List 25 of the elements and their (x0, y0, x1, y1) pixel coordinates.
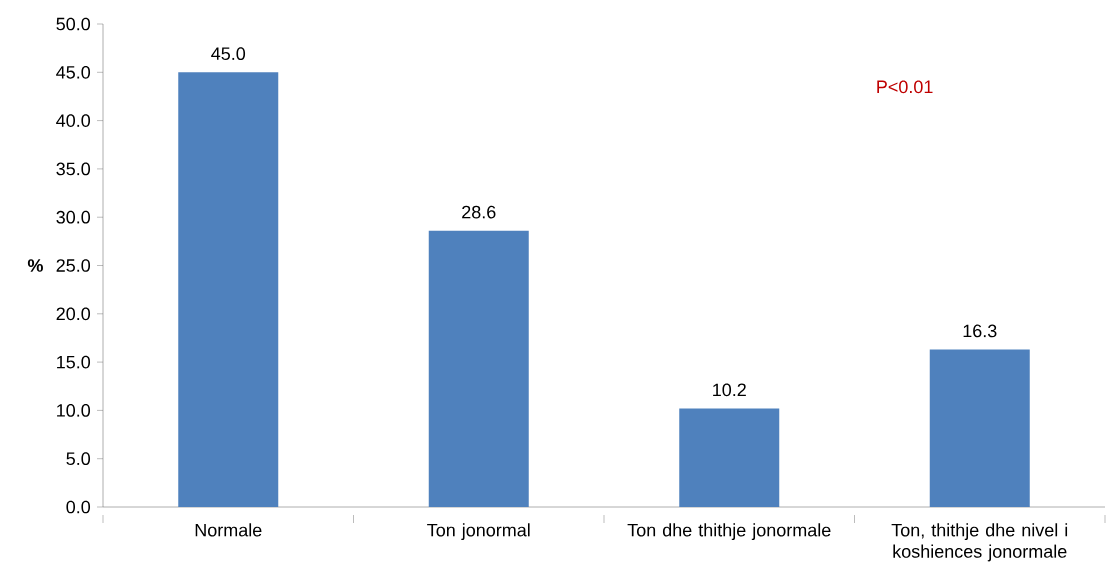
bar (178, 72, 279, 507)
y-tick-label: 5.0 (66, 452, 91, 466)
data-label: 16.3 (963, 324, 997, 338)
x-tick-label: Ton jonormal (427, 523, 530, 541)
y-tick-label: 30.0 (56, 210, 91, 224)
y-tick-label: 20.0 (56, 307, 91, 321)
y-tick-label: 0.0 (66, 500, 91, 514)
y-tick-label: 40.0 (56, 114, 91, 127)
y-tick-label: 50.0 (56, 17, 91, 31)
bar (428, 230, 529, 507)
bar (929, 349, 1030, 507)
x-tick-label: Ton dhe thithje jonormale (627, 523, 831, 541)
x-tick-label: Ton, thithje dhe nivel i koshiences jonormale (891, 523, 1068, 562)
data-label: 10.2 (713, 383, 746, 397)
y-tick-label: 10.0 (57, 404, 91, 417)
data-label: 45.0 (211, 47, 246, 61)
y-tick-label: 45.0 (56, 65, 91, 79)
y-tick-label: 25.0 (56, 259, 91, 272)
y-axis-title: % (27, 259, 43, 272)
annotation: P<0.01 (877, 80, 933, 94)
data-label: 28.6 (462, 205, 496, 219)
y-tick-label: 15.0 (57, 355, 91, 369)
bar (679, 408, 780, 507)
y-tick-label: 35.0 (56, 162, 91, 176)
x-tick-label: Normale (195, 523, 262, 537)
